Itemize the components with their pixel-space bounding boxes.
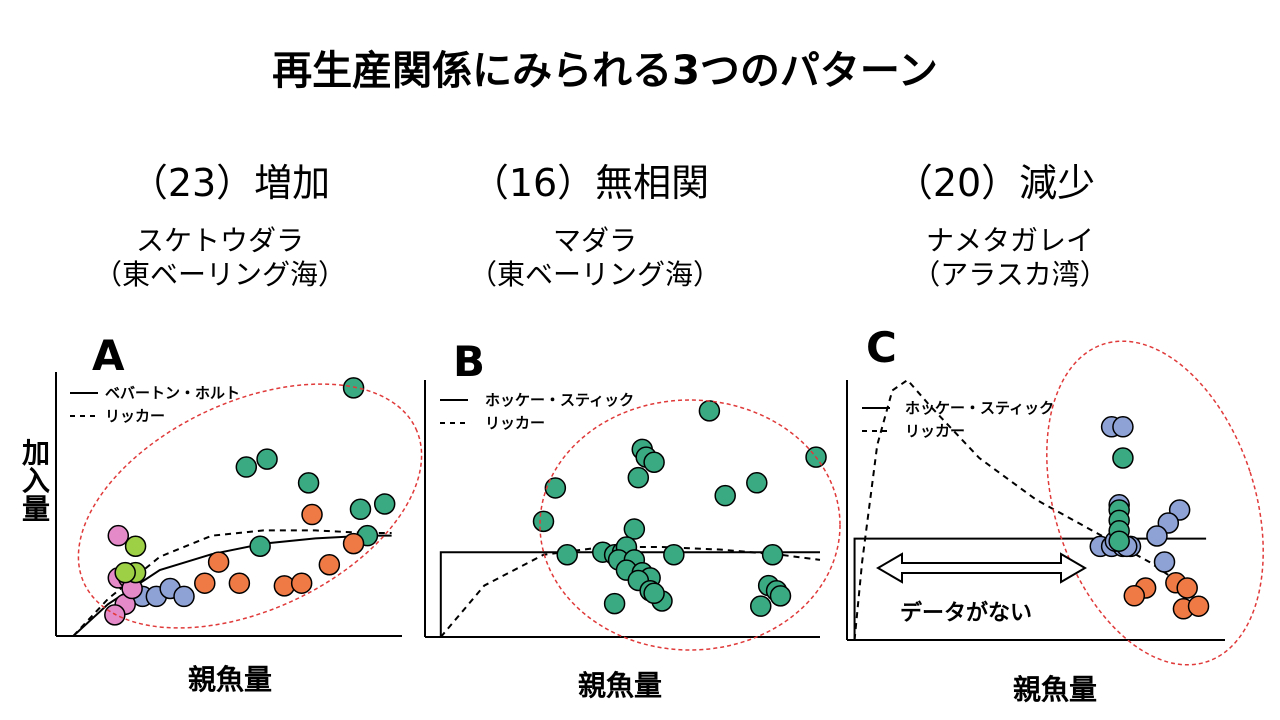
panel-c-point-blue [1112, 416, 1134, 438]
panel-b-species: マダラ （東ベーリング海） [405, 224, 785, 292]
panel-a-species: スケトウダラ （東ベーリング海） [30, 224, 410, 292]
panel-b-point-green [544, 477, 567, 499]
panel-c-point-blue [1153, 551, 1176, 573]
panel-b-point-green [663, 544, 685, 566]
panel-b-region: （東ベーリング海） [468, 258, 721, 291]
panel-a-point-orange [301, 503, 323, 526]
panel-a-letter: A [92, 331, 125, 380]
panel-b-curve-solid [439, 551, 820, 637]
panel-a-point-orange [207, 551, 230, 573]
panel-b-point-green [769, 585, 792, 607]
panel-c-point-green [1112, 447, 1134, 469]
panel-a-point-pink [107, 524, 130, 547]
y-axis-label: 加入量 [18, 438, 51, 522]
panel-a-region: （東ベーリング海） [93, 258, 346, 291]
panel-a-point-orange [228, 572, 251, 594]
panel-b-legend-label: リッカー [485, 414, 545, 432]
panel-a-highlight-ellipse [77, 383, 423, 629]
panel-c-region: （アラスカ湾） [912, 258, 1108, 291]
panel-a-point-green [349, 498, 372, 521]
panel-a-point-green [297, 472, 320, 494]
panel-b-letter: B [453, 337, 485, 386]
panel-a-point-green [373, 493, 396, 515]
panel-a-point-green [342, 377, 365, 399]
panel-b-point-green [714, 484, 736, 507]
panel-b-point-green [556, 544, 578, 566]
panel-a-point-green [256, 448, 278, 470]
panel-b-x-axis-label: 親魚量 [577, 669, 662, 702]
panel-c-legend-label: ホッケー・スティック [905, 399, 1054, 417]
no-data-double-arrow [876, 552, 1087, 584]
panel-c-curve-ricker [853, 378, 1207, 641]
panel-b-point-green [750, 595, 772, 617]
page-title: 再生産関係にみられる3つのパターン [272, 48, 938, 94]
panel-a-point-lime [124, 535, 147, 557]
panel-b-highlight-ellipse [539, 399, 841, 651]
no-data-label: データがない [900, 600, 1032, 626]
panel-c-x-axis-label: 親魚量 [1012, 673, 1097, 706]
panel-a-point-orange [194, 572, 216, 594]
panel-a-legend-label: リッカー [105, 407, 165, 425]
panel-b-point-green [627, 466, 650, 489]
panel-c-point-orange [1187, 595, 1210, 617]
panel-a-point-green [249, 535, 271, 557]
panel-c-species: ナメタガレイ （アラスカ湾） [820, 224, 1200, 292]
panel-c-point-green [1108, 530, 1130, 552]
panel-b-point-green [603, 592, 626, 615]
panel-c-point-blue [1146, 525, 1168, 547]
panel-c-curve-solid [853, 537, 1207, 640]
panel-a-point-orange [290, 572, 313, 594]
panel-a-point-orange [318, 553, 341, 576]
panel-c-legend-label: リッカー [905, 422, 965, 440]
panel-b-species-name: マダラ [552, 224, 637, 257]
panel-b-point-green [643, 582, 665, 605]
panel-b-point-green [698, 400, 721, 422]
panel-c-point-orange [1176, 577, 1198, 599]
panel-a-x-axis-label: 親魚量 [187, 663, 272, 696]
panel-b-point-green [623, 518, 646, 540]
panel-a-heading: （23）増加 [129, 161, 331, 205]
panel-a-point-lime [114, 561, 136, 584]
panel-c-species-name: ナメタガレイ [925, 224, 1094, 257]
panel-b-point-green [761, 544, 784, 566]
panel-b-legend-label: ホッケー・スティック [485, 391, 634, 409]
panel-b-point-green [643, 451, 665, 473]
panel-a-point-green [235, 456, 258, 478]
panel-c-heading: （20）減少 [894, 161, 1096, 205]
panel-c-point-orange [1123, 585, 1146, 607]
panel-a-species-name: スケトウダラ [135, 224, 304, 257]
panel-a-point-blue [173, 585, 195, 608]
panel-c-letter: C [866, 323, 897, 372]
panel-b-point-green [532, 510, 555, 533]
panel-c-highlight-ellipse [1046, 340, 1264, 666]
panel-a-legend-label: ベバートン・ホルト [105, 384, 240, 402]
panel-b-heading: （16）無相関 [470, 161, 710, 205]
panel-b-point-green [746, 472, 768, 494]
panel-a-point-orange [342, 532, 365, 555]
